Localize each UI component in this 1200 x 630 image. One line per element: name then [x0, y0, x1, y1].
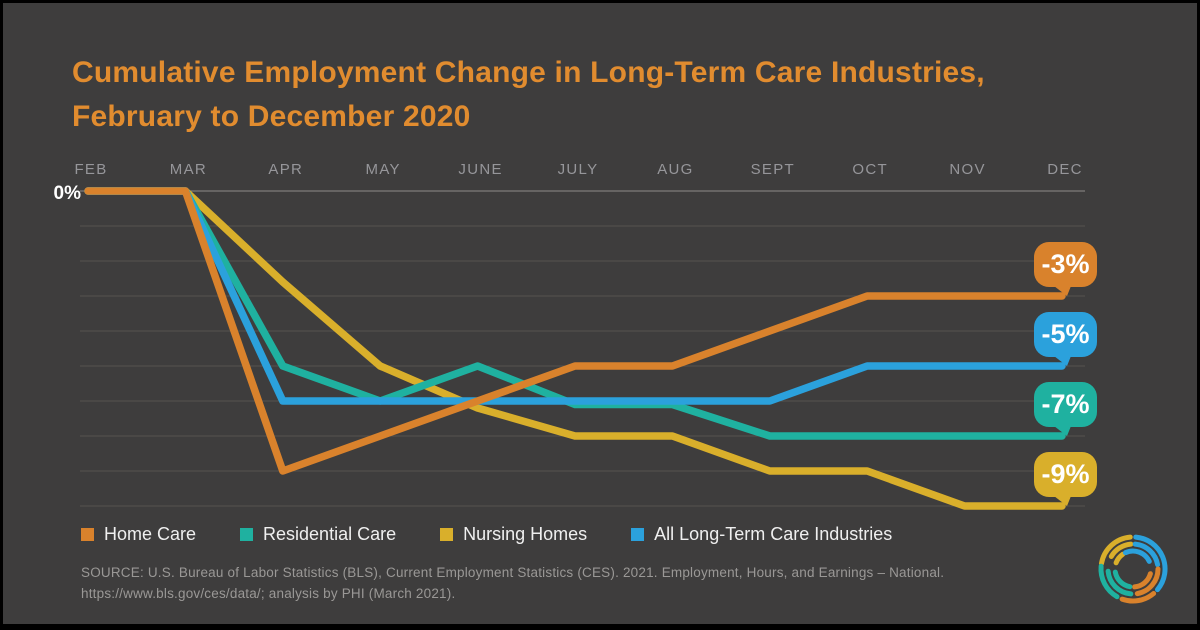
- legend-item-nursing-homes: Nursing Homes: [440, 524, 587, 545]
- legend-swatch: [440, 528, 454, 541]
- axis-label-month: MAR: [169, 161, 208, 178]
- axis-label-month: MAY: [365, 161, 401, 178]
- phi-logo-arc: [1132, 541, 1161, 568]
- phi-logo-arc: [1119, 591, 1157, 604]
- phi-logo-arc: [1122, 548, 1152, 564]
- axis-label-month: APR: [268, 161, 304, 178]
- value-bubble-label: -5%: [1041, 319, 1090, 349]
- phi-logo-arc: [1108, 541, 1134, 559]
- legend-swatch: [81, 528, 94, 541]
- axis-label-month: JULY: [557, 161, 599, 178]
- phi-logo-arc: [1113, 551, 1126, 566]
- axis-label-month: JUNE: [458, 161, 503, 178]
- page-title: Cumulative Employment Change in Long-Ter…: [72, 51, 985, 139]
- page-title-line1: Cumulative Employment Change in Long-Ter…: [72, 56, 985, 89]
- axis-label-month: OCT: [852, 161, 888, 178]
- legend-label: All Long-Term Care Industries: [654, 524, 893, 544]
- phi-logo-arc: [1133, 534, 1168, 593]
- legend-label: Residential Care: [263, 524, 397, 544]
- axis-label-month: FEB: [74, 161, 108, 178]
- y-axis-zero-label: 0%: [53, 183, 81, 204]
- x-axis-month-labels: FEB MAR APR MAY JUNE JULY AUG SEPT OCT NOV DEC: [3, 161, 1197, 181]
- phi-logo-arc: [1098, 563, 1120, 600]
- phi-logo: [1098, 534, 1168, 604]
- phi-logo-arc: [1134, 566, 1161, 597]
- value-bubble-label: -3%: [1041, 249, 1090, 279]
- source-line1: SOURCE: U.S. Bureau of Labor Statistics …: [81, 565, 945, 580]
- axis-label-month: AUG: [657, 161, 694, 178]
- phi-logo-arc: [1112, 569, 1133, 590]
- bubble-tail: [1054, 496, 1071, 506]
- phi-logo-arc: [1099, 534, 1133, 566]
- series-line-home-care: [84, 187, 1066, 475]
- value-bubble-label: -9%: [1041, 459, 1090, 489]
- phi-logo-arc: [1105, 568, 1134, 597]
- series-line-all-long-term-care-industries: [84, 187, 1066, 405]
- axis-label-month: SEPT: [750, 161, 795, 178]
- source-line2: https://www.bls.gov/ces/data/; analysis …: [81, 586, 456, 601]
- bubble-tail: [1054, 356, 1071, 366]
- phi-logo-arc: [1132, 571, 1153, 590]
- legend-item-residential-care: Residential Care: [240, 524, 396, 545]
- legend-item-all-long-term-care-industries: All Long-Term Care Industries: [631, 524, 892, 545]
- bubble-tail: [1054, 286, 1071, 296]
- series-line-nursing-homes: [84, 187, 1066, 510]
- value-bubble-residential-care: -7%: [1034, 382, 1097, 436]
- value-bubble-all-long-term-care-industries: -5%: [1034, 312, 1097, 366]
- axis-label-month: DEC: [1047, 161, 1083, 178]
- legend-label: Nursing Homes: [463, 524, 588, 544]
- line-chart: [80, 187, 1085, 510]
- legend-item-home-care: Home Care: [81, 524, 196, 545]
- value-bubble-label: -7%: [1041, 389, 1090, 419]
- legend-swatch: [631, 528, 645, 541]
- value-bubble-nursing-homes: -9%: [1034, 452, 1097, 506]
- page-title-line2: February to December 2020: [72, 100, 471, 133]
- value-bubble-home-care: -3%: [1034, 242, 1097, 296]
- legend-label: Home Care: [104, 524, 197, 544]
- chart-legend: Home Care Residential Care Nursing Homes Al…: [81, 524, 892, 545]
- legend-swatch: [240, 528, 254, 541]
- source-text: SOURCE: U.S. Bureau of Labor Statistics …: [81, 562, 944, 604]
- axis-label-month: NOV: [949, 161, 986, 178]
- bubble-tail: [1054, 426, 1071, 436]
